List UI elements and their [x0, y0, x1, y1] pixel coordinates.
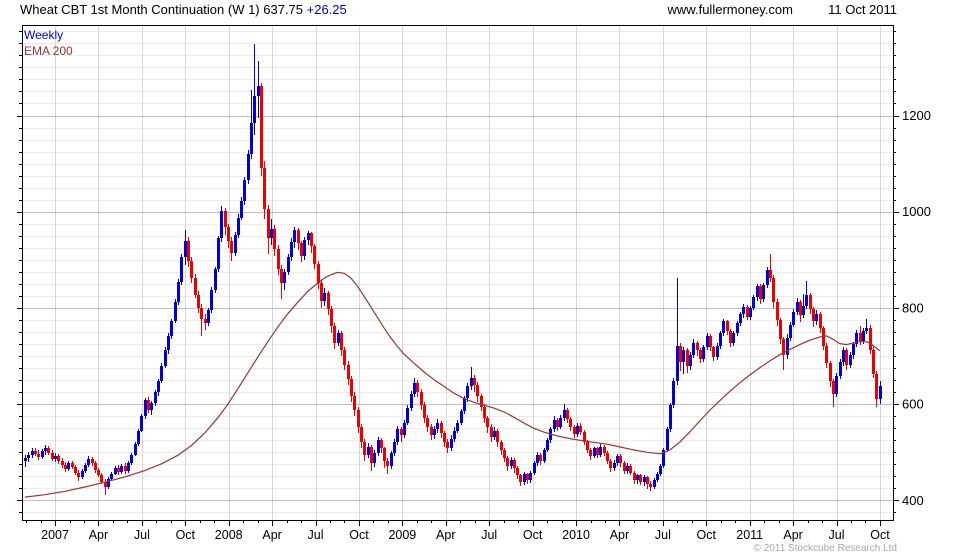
- axis-labels: 400 600 800 1000 1200 2007 Apr Jul Oct 2008 Apr Jul…: [41, 108, 931, 542]
- legend-timeframe: Weekly: [24, 28, 64, 42]
- copyright-notice: © 2011 Stockcube Research Ltd: [753, 543, 897, 554]
- chart-title: Wheat CBT 1st Month Continuation (W 1) 6…: [20, 2, 347, 17]
- x-axis-tick-label: 2008: [215, 528, 243, 542]
- x-axis-tick-label: Apr: [436, 528, 455, 542]
- axes-and-ticks: [17, 25, 899, 526]
- ema-line-group: [24, 271, 881, 498]
- candles-series: [24, 44, 882, 495]
- x-axis-tick-label: Oct: [870, 528, 890, 542]
- website-label: www.fullermoney.com: [667, 2, 793, 17]
- x-axis-tick-label: Apr: [783, 528, 802, 542]
- y-axis-tick-label: 400: [902, 493, 924, 508]
- y-axis-tick-label: 1000: [902, 204, 931, 219]
- x-axis-tick-label: Jul: [481, 528, 497, 542]
- price-change: +26.25: [306, 2, 347, 17]
- legend-ema-200: EMA 200: [24, 44, 73, 58]
- x-axis-tick-label: Apr: [610, 528, 629, 542]
- x-axis-tick-label: Oct: [523, 528, 543, 542]
- y-axis-tick-label: 600: [902, 397, 924, 412]
- x-axis-tick-label: Apr: [262, 528, 281, 542]
- instrument-and-price: Wheat CBT 1st Month Continuation (W 1) 6…: [20, 2, 304, 17]
- x-axis-tick-label: 2007: [41, 528, 69, 542]
- date-label: 11 Oct 2011: [828, 2, 897, 17]
- y-axis-tick-label: 800: [902, 300, 924, 315]
- y-axis-tick-label: 1200: [902, 108, 931, 123]
- x-axis-tick-label: Oct: [697, 528, 717, 542]
- x-axis-tick-label: 2009: [388, 528, 416, 542]
- vertical-gridlines: [55, 25, 881, 520]
- x-axis-tick-label: Jul: [655, 528, 671, 542]
- x-axis-tick-label: Jul: [134, 528, 150, 542]
- minor-gridlines: [22, 31, 893, 513]
- x-axis-tick-label: Jul: [829, 528, 845, 542]
- x-axis-tick-label: 2010: [562, 528, 590, 542]
- x-axis-tick-label: Oct: [349, 528, 369, 542]
- major-gridlines: [22, 116, 893, 501]
- x-axis-tick-label: Jul: [308, 528, 324, 542]
- x-axis-tick-label: Oct: [176, 528, 196, 542]
- x-axis-tick-label: 2011: [736, 528, 763, 542]
- x-axis-tick-label: Apr: [89, 528, 108, 542]
- ema-200-line: [24, 271, 881, 498]
